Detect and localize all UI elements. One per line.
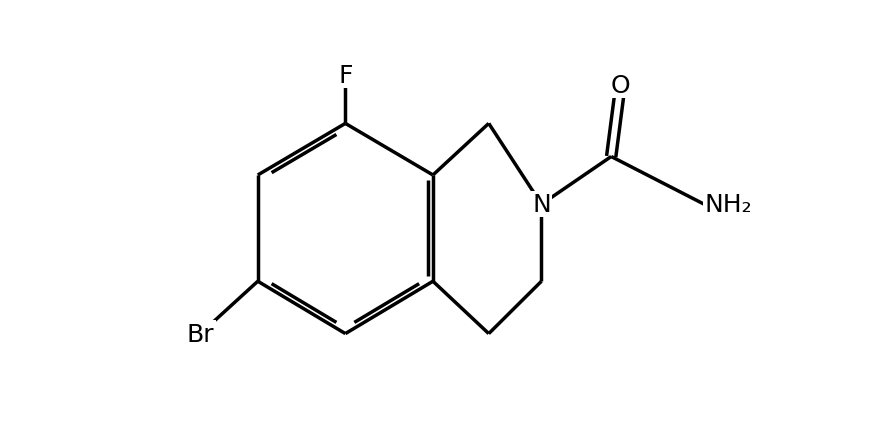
Text: O: O xyxy=(610,74,630,98)
Text: Br: Br xyxy=(187,322,215,346)
Text: F: F xyxy=(338,64,352,88)
Text: N: N xyxy=(532,193,551,217)
Text: NH₂: NH₂ xyxy=(705,193,752,217)
